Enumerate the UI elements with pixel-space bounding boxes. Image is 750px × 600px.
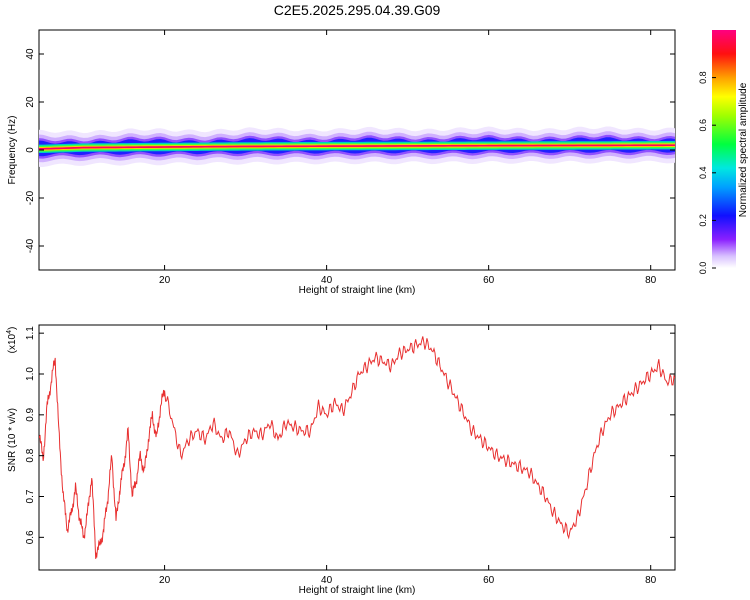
spectrogram-ridge [39, 144, 675, 150]
colorbar-tick-label: 0.0 [698, 262, 708, 275]
colorbar-ticks: 0.0 0.2 0.4 0.6 0.8 [698, 71, 716, 274]
snr-y-tick-label: 0.9 [25, 407, 36, 421]
snr-scale-base: (x10 [7, 333, 18, 353]
spectrogram-x-tick-label: 40 [321, 275, 333, 286]
spectrogram-x-label: Height of straight line (km) [299, 285, 416, 296]
snr-x-tick-label: 80 [645, 575, 657, 586]
spectrogram-y-tick-label: 20 [25, 96, 36, 108]
colorbar-tick-label: 0.2 [698, 214, 708, 227]
snr-scale-label: (x104) [6, 327, 18, 354]
snr-series-line [39, 336, 675, 559]
spectrogram-panel: 20 40 60 80 -40 -20 0 20 40 Height of straight … [7, 29, 676, 296]
colorbar-ramp [712, 30, 736, 268]
snr-y-tick-label: 0.6 [25, 530, 36, 544]
spectrogram-y-tick-label: -40 [25, 238, 36, 253]
spectrogram-x-tick-label: 20 [159, 275, 171, 286]
spectrogram-band [39, 126, 675, 167]
snr-x-tick-label: 40 [321, 575, 333, 586]
spectrogram-x-tick-label: 80 [645, 275, 657, 286]
spectrogram-y-label: Frequency (Hz) [7, 116, 18, 185]
snr-panel: 20 40 60 80 0.6 0.7 0.8 0.9 1.0 1.1 Height of st… [6, 324, 676, 596]
colorbar-tick-label: 0.4 [698, 167, 708, 180]
spectrogram-y-tick-label: 40 [25, 48, 36, 60]
snr-y-label: SNR (10 * v/v) [7, 408, 18, 472]
snr-y-tick-label: 1.1 [25, 326, 36, 340]
snr-x-tick-label: 60 [483, 575, 495, 586]
snr-x-ticks: 20 40 60 80 [159, 325, 657, 586]
colorbar-tick-label: 0.8 [698, 71, 708, 84]
snr-x-label: Height of straight line (km) [299, 585, 416, 596]
spectrogram-y-tick-label: -20 [25, 190, 36, 205]
snr-scale-exp: 4 [6, 330, 13, 334]
snr-y-ticks: 0.6 0.7 0.8 0.9 1.0 1.1 [25, 326, 675, 544]
snr-y-tick-label: 1.0 [25, 367, 36, 381]
svg-text:(x104): (x104) [6, 327, 18, 354]
colorbar-label: Normalized spectral amplitude [738, 82, 749, 217]
snr-x-tick-label: 20 [159, 575, 171, 586]
spectrogram-y-tick-label: 0 [25, 147, 36, 153]
snr-frame [38, 324, 676, 571]
snr-y-tick-label: 0.7 [25, 489, 36, 503]
spectrogram-y-ticks: -40 -20 0 20 40 [25, 48, 675, 253]
spectrogram-x-tick-label: 60 [483, 275, 495, 286]
colorbar: 0.0 0.2 0.4 0.6 0.8 Normalized spectral ampl… [698, 30, 749, 274]
figure-title: C2E5.2025.295.04.39.G09 [274, 2, 441, 18]
snr-y-tick-label: 0.8 [25, 448, 36, 462]
colorbar-tick-label: 0.6 [698, 119, 708, 132]
spectrogram-x-ticks: 20 40 60 80 [159, 30, 657, 286]
